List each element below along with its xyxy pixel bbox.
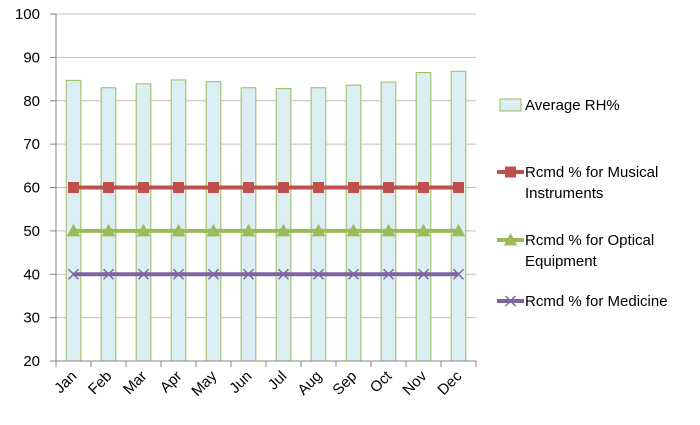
point-nov	[418, 182, 429, 193]
y-tick-label: 100	[15, 6, 40, 23]
y-tick-label: 90	[23, 49, 40, 66]
legend-marker	[504, 295, 517, 307]
point-jan	[67, 268, 80, 280]
legend-label-line: Rcmd % for Medicine	[525, 293, 668, 310]
point-may	[208, 182, 219, 193]
marker-stroke	[347, 268, 360, 280]
point-mar	[136, 223, 151, 237]
point-may	[206, 223, 221, 237]
bar-oct	[380, 81, 397, 362]
point-nov	[416, 223, 431, 237]
point-apr	[173, 182, 184, 193]
legend-label: Rcmd % for Optical Equipment	[525, 232, 654, 270]
legend: Average RH% Rcmd % for Musical Instruments…	[497, 97, 668, 310]
point-jul	[276, 223, 291, 237]
point-aug	[312, 268, 325, 280]
marker-stroke	[137, 268, 150, 280]
point-feb	[102, 268, 115, 280]
legend-item-average-rh: Average RH%	[499, 97, 620, 114]
point-nov	[417, 268, 430, 280]
point-apr	[172, 268, 185, 280]
y-tick-label: 60	[23, 180, 40, 197]
marker-stroke	[172, 268, 185, 280]
point-dec	[453, 182, 464, 193]
point-jun	[241, 223, 256, 237]
point-may	[207, 268, 220, 280]
legend-label-line: Rcmd % for Optical	[525, 232, 654, 249]
legend-item-rcmd-for-medicine: Rcmd % for Medicine	[497, 293, 668, 310]
marker-stroke	[242, 268, 255, 280]
point-dec	[451, 223, 466, 237]
bar-nov	[415, 72, 432, 362]
bar-jan	[65, 79, 82, 362]
point-oct	[383, 182, 394, 193]
legend-marker	[503, 232, 518, 246]
point-apr	[171, 223, 186, 237]
y-tick-label: 20	[23, 353, 40, 370]
point-jul	[277, 268, 290, 280]
y-tick-labels: 20 30 40 50 60 70 80 90 100	[15, 6, 40, 370]
bar-sep	[345, 84, 362, 362]
line-series-rcmd-for-optical-equipment	[66, 223, 466, 237]
marker-stroke	[504, 295, 517, 307]
line-series-rcmd-for-medicine	[67, 268, 465, 280]
y-tick-label: 80	[23, 93, 40, 110]
legend-item-rcmd-for-musical-instruments: Rcmd % for Musical Instruments	[497, 164, 658, 202]
point-jun	[242, 268, 255, 280]
marker-stroke	[382, 268, 395, 280]
legend-label-line: Average RH%	[525, 97, 620, 114]
bar-dec	[450, 70, 467, 362]
legend-label: Rcmd % for Musical Instruments	[525, 164, 658, 202]
legend-label-line: Instruments	[525, 185, 603, 202]
legend-label: Average RH%	[525, 97, 620, 114]
legend-label: Rcmd % for Medicine	[525, 293, 668, 310]
bar-mar	[135, 83, 152, 362]
marker-stroke	[452, 268, 465, 280]
point-jan	[68, 182, 79, 193]
point-oct	[381, 223, 396, 237]
y-tick-label: 30	[23, 310, 40, 327]
point-feb	[103, 182, 114, 193]
line-series-rcmd-for-musical-instruments	[68, 182, 464, 193]
point-aug	[311, 223, 326, 237]
point-jul	[278, 182, 289, 193]
marker-stroke	[417, 268, 430, 280]
legend-label-line: Equipment	[525, 253, 598, 270]
point-jun	[243, 182, 254, 193]
marker-stroke	[312, 268, 325, 280]
point-feb	[101, 223, 116, 237]
y-tick-label: 40	[23, 266, 40, 283]
y-tick-label: 70	[23, 136, 40, 153]
point-mar	[137, 268, 150, 280]
marker-stroke	[207, 268, 220, 280]
point-aug	[313, 182, 324, 193]
point-oct	[382, 268, 395, 280]
marker-stroke	[67, 268, 80, 280]
legend-label-line: Rcmd % for Musical	[525, 164, 658, 181]
point-jan	[66, 223, 81, 237]
marker-stroke	[277, 268, 290, 280]
y-tick-label: 50	[23, 223, 40, 240]
point-sep	[346, 223, 361, 237]
axes	[50, 13, 477, 367]
marker-stroke	[102, 268, 115, 280]
legend-swatch	[499, 98, 522, 112]
point-mar	[138, 182, 149, 193]
point-dec	[452, 268, 465, 280]
legend-item-rcmd-for-optical-equipment: Rcmd % for Optical Equipment	[497, 232, 654, 270]
point-sep	[348, 182, 359, 193]
bar-may	[205, 81, 222, 362]
legend-marker	[505, 166, 516, 178]
bar-apr	[170, 79, 187, 362]
line-series	[66, 182, 466, 280]
point-sep	[347, 268, 360, 280]
